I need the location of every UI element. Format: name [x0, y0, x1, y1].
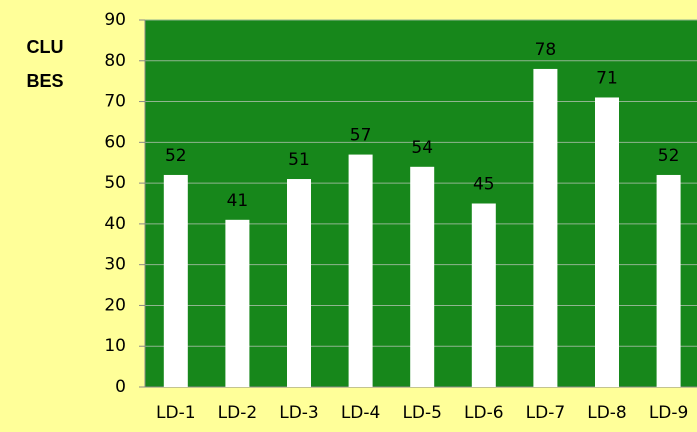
bar — [533, 68, 558, 387]
x-tick-label: LD-7 — [526, 403, 566, 423]
bar — [595, 97, 619, 387]
y-tick-label: 70 — [104, 92, 126, 112]
y-tick-label: 0 — [115, 377, 126, 397]
data-label: 41 — [227, 191, 249, 211]
data-label: 54 — [411, 138, 433, 158]
data-label: 57 — [350, 126, 372, 146]
x-tick-label: LD-8 — [587, 403, 627, 423]
bar — [410, 166, 435, 387]
data-label: 52 — [658, 146, 680, 166]
x-tick-label: LD-9 — [649, 403, 689, 423]
data-label: 71 — [596, 68, 618, 88]
y-tick-label: 60 — [104, 132, 126, 152]
data-label: 78 — [535, 40, 557, 60]
data-label: 45 — [473, 175, 495, 195]
y-tick-label: 30 — [104, 255, 126, 275]
bar — [163, 174, 188, 387]
y-tick-label: 20 — [104, 295, 126, 315]
y-tick-label: 50 — [104, 173, 126, 193]
x-tick-label: LD-3 — [279, 403, 319, 423]
y-axis-label: BES — [26, 71, 63, 91]
bar — [348, 154, 373, 387]
x-tick-label: LD-6 — [464, 403, 504, 423]
y-axis-label: CLU — [27, 37, 64, 57]
bar — [225, 219, 250, 387]
data-label: 52 — [165, 146, 187, 166]
x-tick-label: LD-4 — [341, 403, 381, 423]
data-label: 51 — [288, 150, 310, 170]
y-tick-label: 80 — [104, 51, 126, 71]
x-tick-label: LD-5 — [402, 403, 442, 423]
bar — [287, 179, 311, 387]
y-tick-label: 90 — [104, 10, 126, 30]
bar — [656, 174, 681, 387]
x-tick-label: LD-1 — [156, 403, 196, 423]
y-tick-label: 10 — [104, 336, 126, 356]
y-tick-label: 40 — [104, 214, 126, 234]
bar — [471, 203, 496, 387]
x-tick-label: LD-2 — [218, 403, 258, 423]
